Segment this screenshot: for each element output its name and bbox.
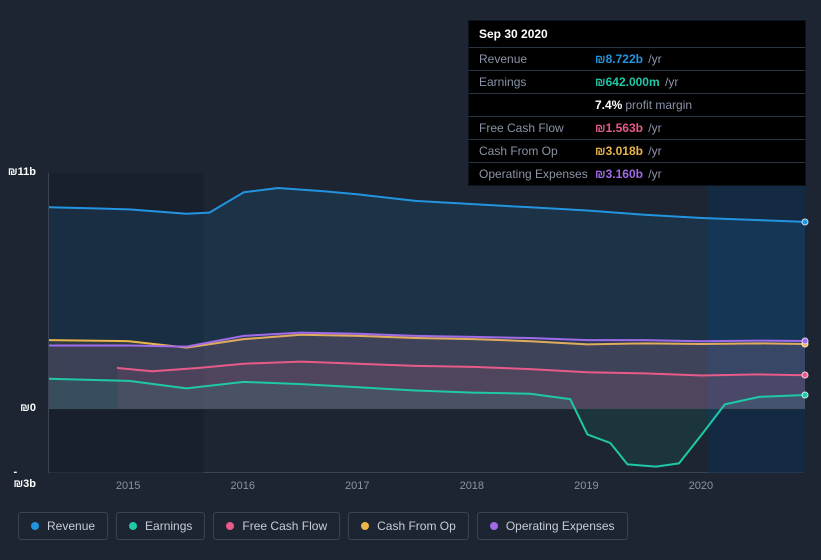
legend-label: Free Cash Flow (242, 519, 327, 533)
series-end-marker (802, 338, 809, 345)
legend-dot-icon (129, 522, 137, 530)
tooltip-metric-suffix: /yr (662, 75, 679, 89)
x-axis-label: 2015 (116, 480, 140, 492)
legend-dot-icon (361, 522, 369, 530)
series-end-marker (802, 218, 809, 225)
tooltip-row: Free Cash Flow₪1.563b /yr (469, 117, 805, 140)
tooltip-row: Operating Expenses₪3.160b /yr (469, 163, 805, 185)
legend-label: Earnings (145, 519, 192, 533)
tooltip-metric-value: ₪1.563b (595, 121, 643, 135)
x-axis-label: 2016 (230, 480, 254, 492)
y-axis-label: ₪0 (20, 402, 36, 414)
tooltip-metric-suffix: /yr (645, 144, 662, 158)
y-axis-label: ₪11b (8, 166, 36, 178)
x-axis-label: 2017 (345, 480, 369, 492)
tooltip-metric-suffix: /yr (645, 52, 662, 66)
series-end-marker (802, 372, 809, 379)
tooltip-metric-label: Cash From Op (479, 144, 595, 158)
x-axis-label: 2019 (574, 480, 598, 492)
y-axis-label: -₪3b (13, 466, 36, 490)
legend-item[interactable]: Earnings (116, 512, 205, 540)
chart-plot-area[interactable] (48, 173, 804, 473)
financial-chart: ₪11b₪0-₪3b 201520162017201820192020 (18, 155, 804, 475)
tooltip-row: Cash From Op₪3.018b /yr (469, 140, 805, 163)
legend-label: Revenue (47, 519, 95, 533)
legend-item[interactable]: Operating Expenses (477, 512, 628, 540)
chart-svg (49, 173, 805, 473)
tooltip-metric-label: Operating Expenses (479, 167, 595, 181)
tooltip-metric-value: ₪3.018b (595, 144, 643, 158)
tooltip-metric-label: Revenue (479, 52, 595, 66)
tooltip-metric-suffix: /yr (645, 167, 662, 181)
chart-legend: Revenue Earnings Free Cash Flow Cash From O… (18, 512, 628, 540)
tooltip-metric-value: ₪8.722b (595, 52, 643, 66)
tooltip-date: Sep 30 2020 (469, 21, 805, 48)
tooltip-profit-margin: 7.4%profit margin (469, 94, 805, 117)
legend-item[interactable]: Cash From Op (348, 512, 469, 540)
x-axis-label: 2018 (460, 480, 484, 492)
series-end-marker (802, 392, 809, 399)
x-axis: 2015 2016 2017 2018 2019 2020 (48, 480, 804, 496)
legend-label: Cash From Op (377, 519, 456, 533)
tooltip-metric-value: ₪3.160b (595, 167, 643, 181)
tooltip-metric-suffix: /yr (645, 121, 662, 135)
data-tooltip: Sep 30 2020 Revenue₪8.722b /yrEarnings₪6… (468, 20, 806, 186)
legend-item[interactable]: Free Cash Flow (213, 512, 340, 540)
tooltip-row: Revenue₪8.722b /yr (469, 48, 805, 71)
legend-label: Operating Expenses (506, 519, 615, 533)
legend-dot-icon (31, 522, 39, 530)
tooltip-metric-label: Free Cash Flow (479, 121, 595, 135)
legend-dot-icon (490, 522, 498, 530)
legend-dot-icon (226, 522, 234, 530)
tooltip-row: Earnings₪642.000m /yr (469, 71, 805, 94)
x-axis-label: 2020 (689, 480, 713, 492)
legend-item[interactable]: Revenue (18, 512, 108, 540)
tooltip-metric-value: ₪642.000m (595, 75, 660, 89)
tooltip-metric-label: Earnings (479, 75, 595, 89)
